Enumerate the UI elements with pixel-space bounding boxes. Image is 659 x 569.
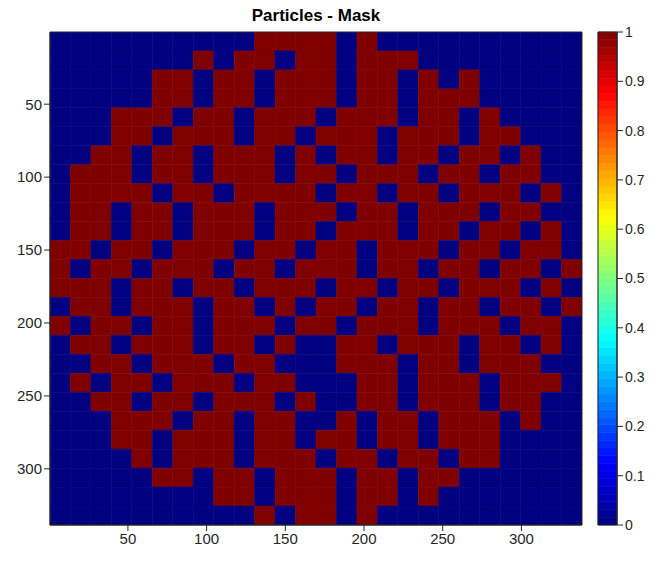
svg-text:0.6: 0.6 (625, 221, 645, 237)
html-text:Particles - Mask: Particles - Mask (251, 6, 381, 25)
svg-text:0.4: 0.4 (625, 320, 645, 336)
svg-text:50: 50 (120, 530, 137, 547)
svg-text:0.2: 0.2 (625, 418, 645, 434)
svg-text:1: 1 (625, 24, 633, 40)
svg-text:0.1: 0.1 (625, 468, 645, 484)
svg-text:150: 150 (17, 241, 42, 258)
svg-text:0: 0 (625, 517, 633, 533)
svg-text:0.9: 0.9 (625, 73, 645, 89)
svg-text:200: 200 (17, 314, 42, 331)
svg-text:200: 200 (351, 530, 376, 547)
svg-text:0.3: 0.3 (625, 369, 645, 385)
svg-text:250: 250 (17, 387, 42, 404)
svg-text:100: 100 (17, 168, 42, 185)
svg-text:0.8: 0.8 (625, 123, 645, 139)
svg-text:300: 300 (17, 460, 42, 477)
svg-text:150: 150 (273, 530, 298, 547)
svg-text:100: 100 (194, 530, 219, 547)
svg-text:50: 50 (25, 96, 42, 113)
svg-text:250: 250 (430, 530, 455, 547)
svg-text:300: 300 (509, 530, 534, 547)
svg-text:0.7: 0.7 (625, 172, 645, 188)
svg-text:0.5: 0.5 (625, 270, 645, 286)
